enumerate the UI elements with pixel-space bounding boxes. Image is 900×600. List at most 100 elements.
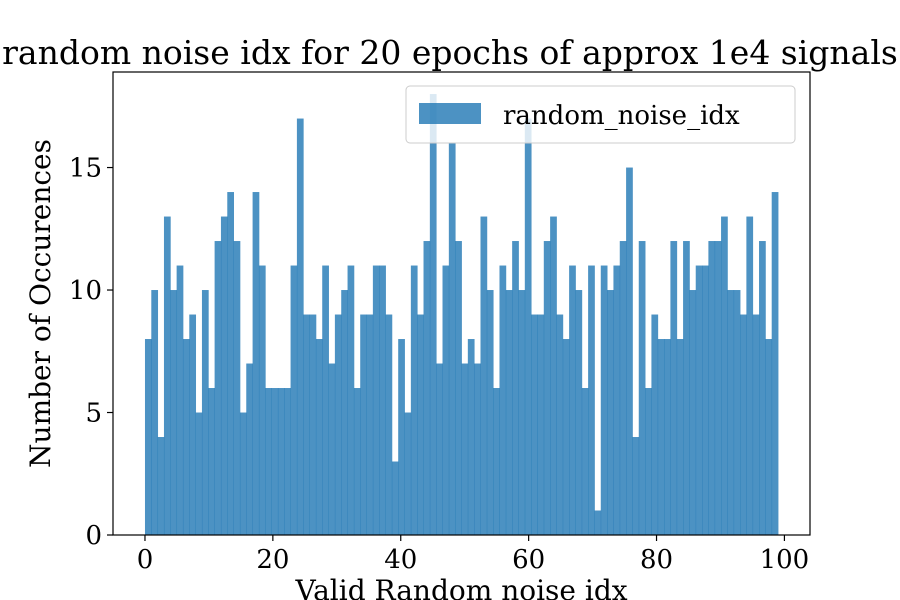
histogram-bar bbox=[581, 388, 589, 535]
histogram-bar bbox=[195, 412, 203, 535]
histogram-bar bbox=[277, 388, 285, 535]
histogram-bar bbox=[588, 265, 595, 535]
plot-frame bbox=[112, 71, 811, 536]
histogram-bar bbox=[721, 216, 728, 535]
histogram-bar bbox=[486, 290, 494, 535]
histogram-bar bbox=[189, 314, 197, 535]
histogram-bar bbox=[448, 143, 456, 535]
histogram-bar bbox=[657, 339, 665, 535]
legend-swatch bbox=[419, 103, 481, 124]
histogram-bar bbox=[695, 265, 703, 535]
histogram-bar bbox=[208, 388, 216, 535]
x-tick-label: 80 bbox=[640, 545, 673, 575]
histogram-bar bbox=[759, 241, 766, 536]
histogram-bars bbox=[144, 94, 779, 536]
histogram-bar bbox=[569, 265, 576, 535]
histogram-bar bbox=[733, 290, 741, 535]
histogram-bar bbox=[740, 314, 747, 535]
histogram-bar bbox=[531, 314, 538, 535]
histogram-bar bbox=[429, 94, 437, 536]
histogram-bar bbox=[398, 339, 405, 535]
y-tick-label: 10 bbox=[69, 276, 102, 306]
histogram-bar bbox=[537, 314, 545, 535]
histogram-bar bbox=[315, 339, 323, 535]
histogram-bar bbox=[372, 265, 380, 535]
histogram-bar bbox=[328, 363, 336, 535]
y-tick-label: 0 bbox=[85, 521, 102, 551]
histogram-bar bbox=[334, 314, 342, 535]
histogram-bar bbox=[512, 241, 519, 536]
histogram-bar bbox=[182, 339, 190, 535]
histogram-bar bbox=[505, 290, 513, 535]
histogram-bar bbox=[765, 339, 773, 535]
histogram-bar bbox=[683, 241, 690, 536]
x-axis-ticks: 0 20 40 60 80 100 bbox=[137, 535, 810, 575]
histogram-bar bbox=[600, 265, 608, 535]
histogram-bar bbox=[271, 388, 279, 535]
y-tick-label: 5 bbox=[85, 399, 102, 429]
histogram-bar bbox=[613, 265, 621, 535]
histogram-bar bbox=[550, 216, 557, 535]
histogram-bar bbox=[309, 314, 317, 535]
histogram-bar bbox=[651, 314, 659, 535]
histogram-bar bbox=[201, 290, 209, 535]
histogram-bar bbox=[151, 290, 159, 535]
histogram-bar bbox=[467, 339, 475, 535]
histogram-bar bbox=[252, 192, 260, 535]
histogram-bar bbox=[524, 118, 532, 535]
histogram-bar bbox=[360, 314, 367, 535]
x-tick-label: 40 bbox=[384, 545, 417, 575]
histogram-bar bbox=[626, 167, 633, 536]
histogram-bar bbox=[689, 290, 697, 535]
legend-box bbox=[405, 85, 796, 144]
x-axis-label: Valid Random noise idx bbox=[294, 574, 627, 600]
histogram-bar bbox=[170, 290, 178, 535]
histogram-bar bbox=[157, 437, 165, 535]
y-axis-ticks: 0 5 10 15 bbox=[69, 154, 113, 551]
histogram-bar bbox=[499, 265, 507, 535]
histogram-bar bbox=[461, 363, 469, 535]
y-tick-label: 15 bbox=[69, 154, 102, 184]
histogram-bar bbox=[676, 339, 684, 535]
histogram-bar bbox=[442, 265, 450, 535]
histogram-bar bbox=[258, 265, 266, 535]
histogram-bar bbox=[220, 216, 228, 535]
histogram-bar bbox=[664, 339, 671, 535]
histogram-bar bbox=[417, 314, 424, 535]
x-tick-label: 60 bbox=[512, 545, 545, 575]
histogram-bar bbox=[410, 265, 418, 535]
histogram-bar bbox=[543, 241, 551, 536]
histogram-bar bbox=[353, 388, 361, 535]
histogram-bar bbox=[233, 241, 241, 536]
histogram-bar bbox=[385, 314, 393, 535]
histogram-bar bbox=[746, 216, 754, 535]
histogram-bar bbox=[347, 265, 355, 535]
histogram-bar bbox=[562, 339, 570, 535]
histogram-bar bbox=[423, 241, 431, 536]
histogram-bar bbox=[702, 265, 709, 535]
histogram-bar bbox=[391, 461, 399, 535]
histogram-bar bbox=[366, 314, 374, 535]
histogram-bar bbox=[239, 412, 247, 535]
legend: random_noise_idx bbox=[405, 85, 796, 144]
histogram-bar bbox=[214, 241, 222, 536]
histogram-bar bbox=[518, 290, 526, 535]
x-tick-label: 0 bbox=[137, 545, 154, 575]
legend-entry-random-noise-idx: random_noise_idx bbox=[503, 101, 740, 131]
histogram-bar bbox=[303, 314, 310, 535]
histogram-bar bbox=[265, 388, 272, 535]
histogram-bar bbox=[556, 314, 564, 535]
histogram-bar bbox=[632, 437, 640, 535]
x-tick-label: 100 bbox=[760, 545, 810, 575]
histogram-bar bbox=[670, 241, 678, 536]
histogram-bar bbox=[341, 290, 348, 535]
histogram-bar bbox=[379, 265, 386, 535]
histogram-bar bbox=[708, 241, 716, 536]
y-axis-label: Number of Occurences bbox=[24, 139, 57, 468]
histogram-bar bbox=[619, 241, 627, 536]
histogram-bar bbox=[176, 265, 184, 535]
histogram-bar bbox=[727, 290, 735, 535]
histogram-bar bbox=[575, 290, 583, 535]
histogram-bar bbox=[645, 388, 652, 535]
